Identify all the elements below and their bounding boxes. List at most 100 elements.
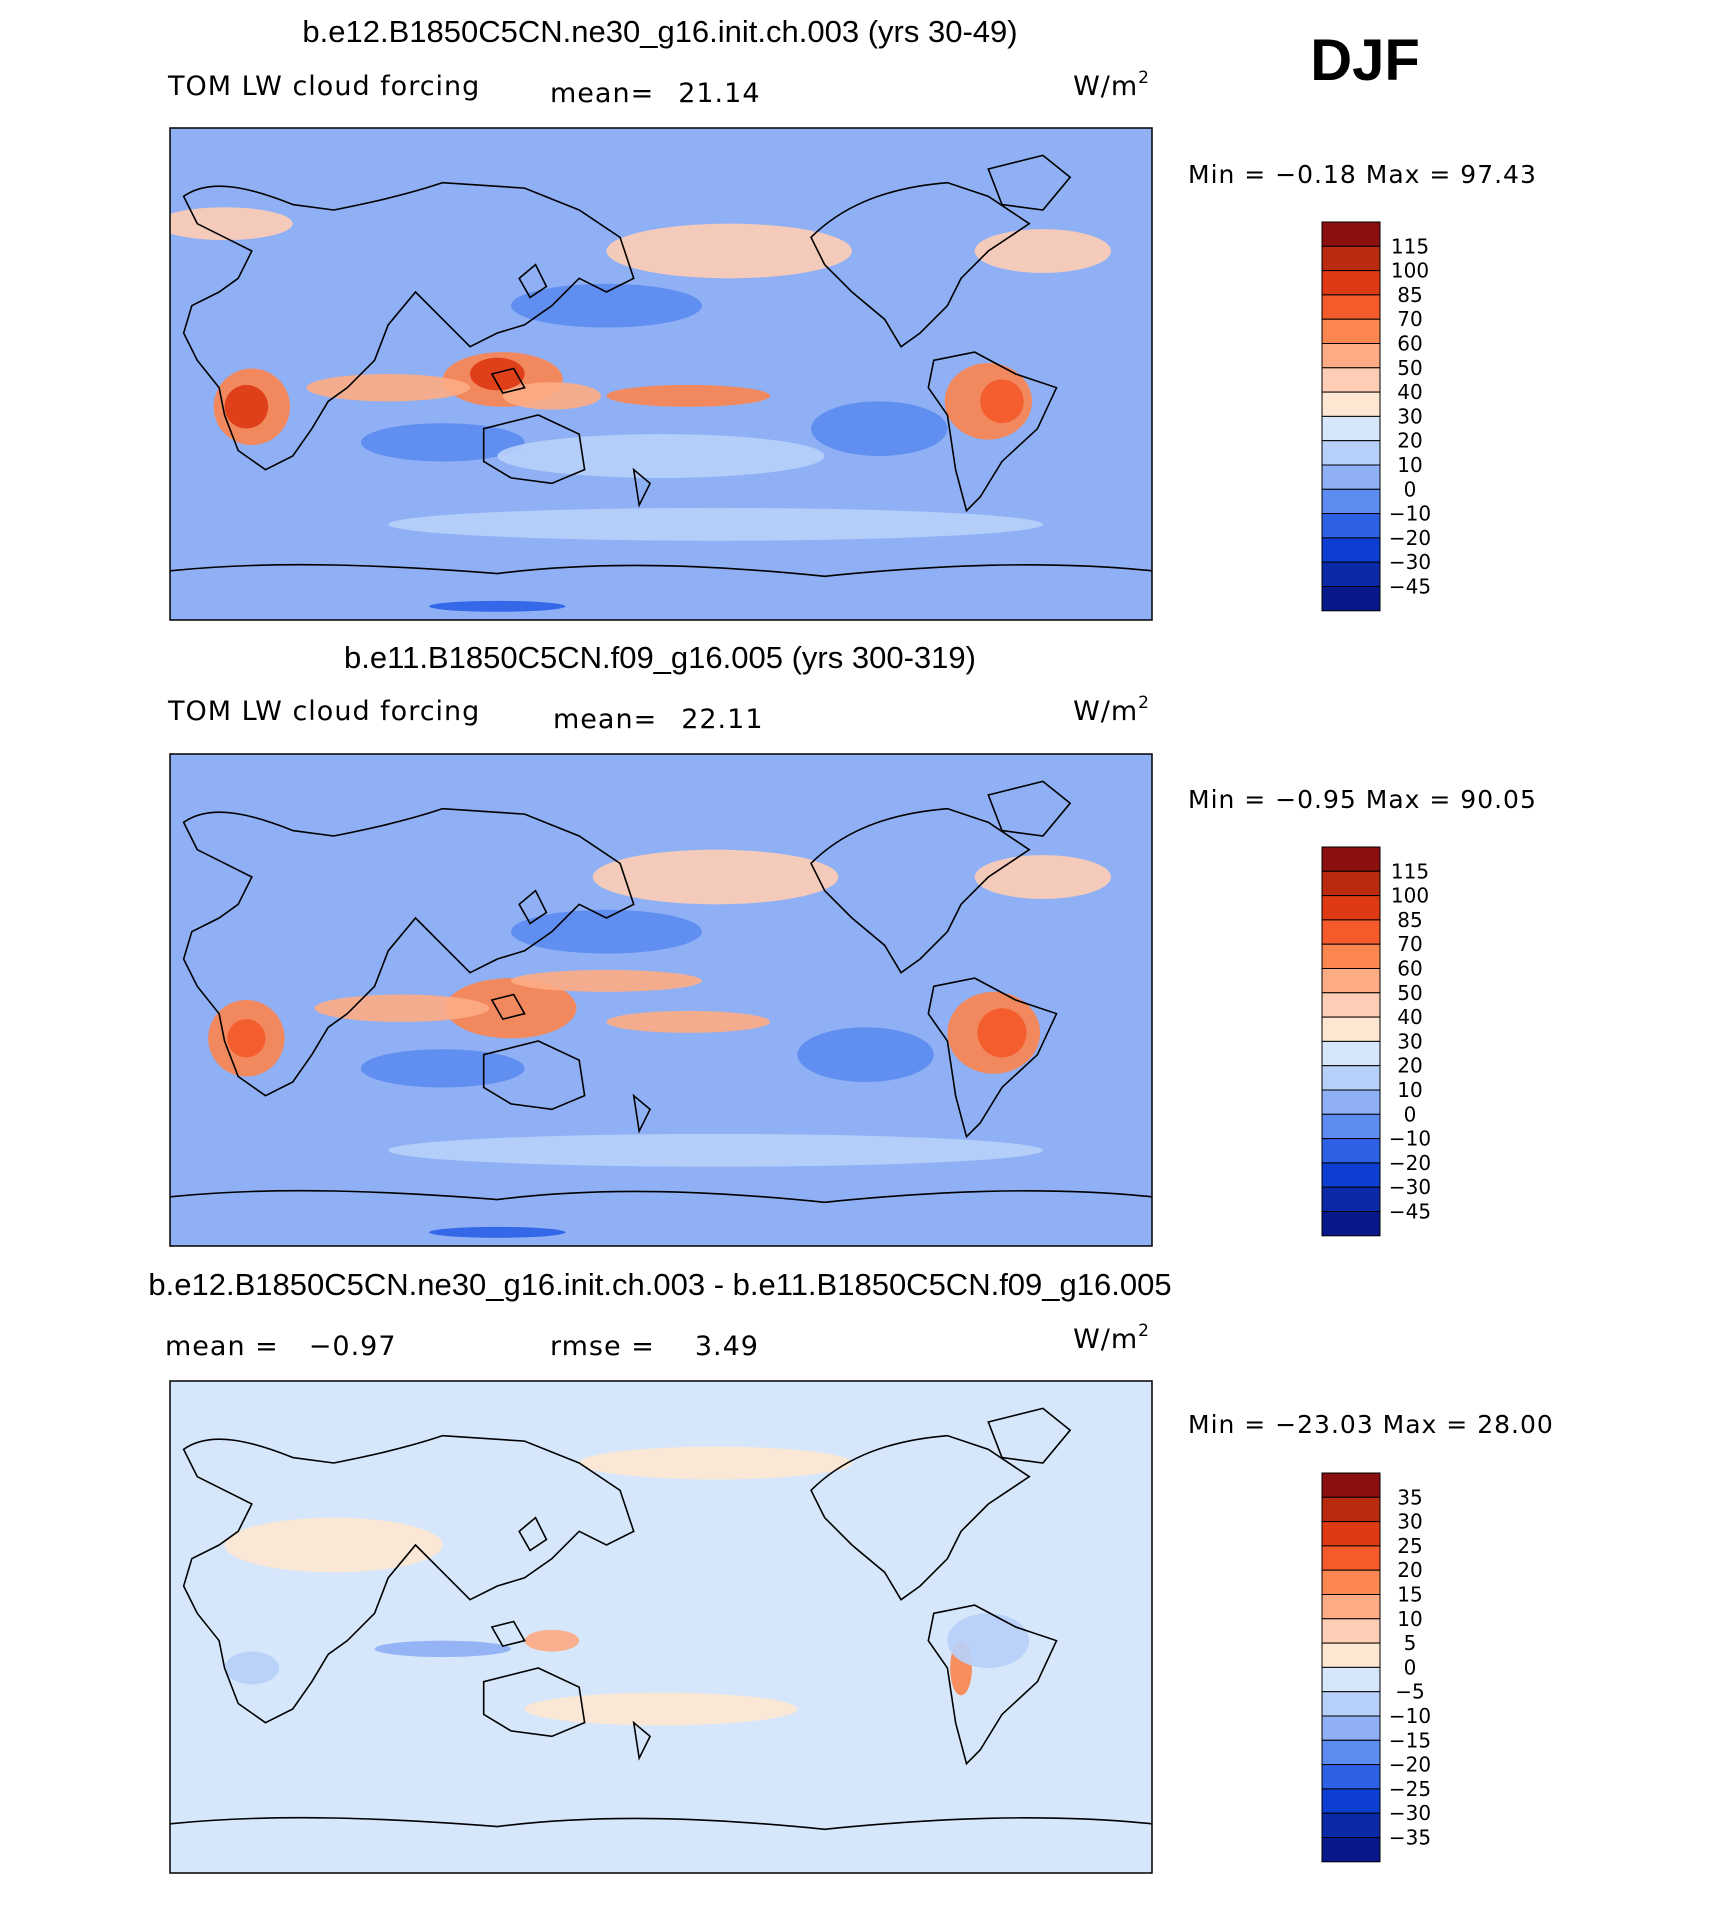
colorbar-tick-label: −20: [1389, 526, 1431, 550]
colorbar-swatch: [1321, 1472, 1381, 1498]
colorbar-swatch: [1321, 464, 1381, 490]
panel-2-mean-value: 22.11: [681, 704, 763, 735]
contour-region: [388, 1133, 1043, 1167]
contour-region: [374, 1640, 511, 1658]
panel-1: b.e12.B1850C5CN.ne30_g16.init.ch.003 (yr…: [167, 14, 1537, 621]
contour-region: [510, 909, 702, 954]
contour-region: [502, 382, 601, 410]
contour-region: [429, 1226, 566, 1238]
colorbar-tick-label: 115: [1391, 234, 1429, 258]
colorbar-swatch: [1321, 1739, 1381, 1766]
colorbar-tick-label: 0: [1404, 1655, 1417, 1679]
colorbar-tick-label: −10: [1389, 1127, 1431, 1151]
contour-region: [445, 978, 577, 1039]
colorbar-tick-label: −30: [1389, 550, 1431, 574]
map-frame: [169, 127, 1153, 621]
contour-region: [314, 994, 490, 1022]
colorbar-tick-label: −20: [1389, 1151, 1431, 1175]
panel-2-title: b.e11.B1850C5CN.f09_g16.005 (yrs 300-319…: [344, 640, 976, 675]
contour-region: [510, 283, 702, 328]
contour-region: [227, 1019, 266, 1058]
contour-region: [170, 207, 293, 241]
colorbar-tick-label: 10: [1397, 1607, 1422, 1631]
panel-3-units: W/m2: [1073, 1321, 1150, 1355]
colorbar-tick-label: 100: [1391, 884, 1429, 908]
colorbar-tick-label: 0: [1404, 1102, 1417, 1126]
colorbar-swatch: [1321, 1764, 1381, 1790]
colorbar-tick-label: 100: [1391, 259, 1429, 283]
contour-region: [980, 379, 1024, 424]
panel-1-mean-label: mean=: [550, 78, 654, 109]
colorbar-tick-label: 5: [1404, 1631, 1417, 1655]
colorbar-tick-label: 20: [1397, 1054, 1422, 1078]
contour-region: [497, 434, 825, 478]
colorbar-swatch: [1321, 1545, 1381, 1571]
colorbar-swatch: [1321, 1040, 1381, 1067]
colorbar-swatch: [1321, 415, 1381, 442]
panel-3-mean-value: −0.97: [309, 1331, 397, 1362]
colorbar-swatch: [1321, 513, 1381, 539]
colorbar-tick-label: 50: [1397, 981, 1422, 1005]
panel-1-mean: mean= 21.14: [550, 78, 761, 109]
colorbar-swatch: [1321, 1113, 1381, 1140]
panel-2-minmax: Min = −0.95 Max = 90.05: [1188, 785, 1537, 814]
panel-2-mean-label: mean=: [553, 704, 657, 735]
contour-region: [388, 507, 1043, 541]
colorbar-swatch: [1321, 943, 1381, 970]
colorbar-tick-label: 25: [1397, 1534, 1422, 1558]
colorbar-tick-label: 70: [1397, 307, 1422, 331]
panel-2-subtitle: TOM LW cloud forcing: [167, 696, 480, 727]
colorbar-swatch: [1321, 391, 1381, 417]
colorbar-swatch: [1321, 1666, 1381, 1693]
panel-3-mean: mean = −0.97: [165, 1331, 397, 1362]
colorbar-swatch: [1321, 1642, 1381, 1668]
colorbar-swatch: [1321, 968, 1381, 994]
season-label: DJF: [1310, 28, 1420, 93]
colorbar-swatch: [1321, 367, 1381, 393]
colorbar-swatch: [1321, 1496, 1381, 1523]
contour-region: [797, 1027, 934, 1082]
panel-1-units: W/m2: [1073, 68, 1150, 102]
colorbar-swatch: [1321, 1521, 1381, 1547]
contour-region: [306, 374, 471, 402]
colorbar-tick-label: 85: [1397, 908, 1422, 932]
contour-region: [470, 357, 525, 391]
colorbar-swatch: [1321, 221, 1381, 247]
panel-1-minmax: Min = −0.18 Max = 97.43: [1188, 160, 1537, 189]
colorbar-tick-label: −30: [1389, 1801, 1431, 1825]
colorbar-tick-label: 60: [1397, 332, 1422, 356]
panel-1-title: b.e12.B1850C5CN.ne30_g16.init.ch.003 (yr…: [302, 14, 1017, 49]
contour-region: [947, 1613, 1030, 1668]
colorbar-tick-label: 30: [1397, 404, 1422, 428]
panel-3-minmax: Min = −23.03 Max = 28.00: [1188, 1410, 1554, 1439]
colorbar-tick-label: 60: [1397, 957, 1422, 981]
colorbar-swatch: [1321, 1065, 1381, 1091]
colorbar-tick-label: −25: [1389, 1777, 1431, 1801]
colorbar-swatch: [1321, 1016, 1381, 1042]
colorbar-swatch: [1321, 1594, 1381, 1620]
colorbar-tick-label: 50: [1397, 356, 1422, 380]
colorbar-swatch: [1321, 1715, 1381, 1741]
colorbar-swatch: [1321, 561, 1381, 588]
contour-region: [977, 1008, 1027, 1058]
panel-1-subtitle: TOM LW cloud forcing: [167, 71, 480, 102]
panel-2: b.e11.B1850C5CN.f09_g16.005 (yrs 300-319…: [167, 640, 1537, 1247]
colorbar-tick-label: −35: [1389, 1826, 1431, 1850]
colorbar-swatch: [1321, 895, 1381, 921]
colorbar-tick-label: 20: [1397, 1558, 1422, 1582]
colorbar-tick-label: −15: [1389, 1728, 1431, 1752]
colorbar-tick-label: −45: [1389, 1200, 1431, 1224]
colorbar-tick-label: 40: [1397, 380, 1422, 404]
colorbar-swatch: [1321, 1569, 1381, 1595]
colorbar-tick-label: −10: [1389, 502, 1431, 526]
colorbar-swatch: [1321, 1788, 1381, 1814]
contour-region: [606, 384, 771, 407]
contour-region: [224, 384, 269, 429]
colorbar-swatch: [1321, 586, 1381, 612]
panel-1-map: [169, 127, 1153, 621]
panel-3-map: [169, 1380, 1153, 1874]
